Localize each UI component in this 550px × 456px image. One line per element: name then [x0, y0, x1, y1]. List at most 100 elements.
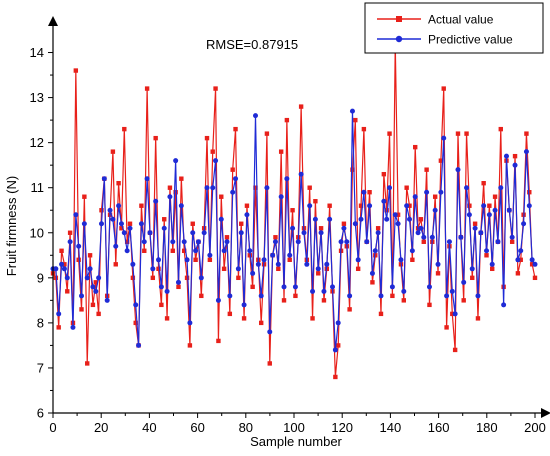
x-tick-label: 160 [428, 420, 450, 435]
data-point [208, 258, 212, 262]
data-point [453, 311, 458, 316]
data-point [228, 312, 232, 316]
data-point [410, 248, 415, 253]
data-point [456, 131, 460, 135]
data-point [53, 266, 58, 271]
data-point [484, 253, 488, 257]
data-point [276, 262, 281, 267]
data-point [433, 195, 437, 199]
data-point [76, 258, 80, 262]
data-point [319, 226, 323, 230]
data-point [222, 267, 226, 271]
data-point [347, 307, 351, 311]
data-point [179, 203, 184, 208]
data-point [384, 217, 389, 222]
y-tick-label: 13 [30, 90, 44, 105]
data-point [418, 226, 423, 231]
plot-area [51, 41, 538, 379]
data-point [139, 221, 144, 226]
data-point [362, 127, 366, 131]
data-point [196, 239, 201, 244]
data-point [279, 149, 283, 153]
data-point [313, 199, 317, 203]
data-point [470, 266, 475, 271]
data-point [73, 212, 78, 217]
data-point [276, 267, 280, 271]
data-point [227, 293, 232, 298]
y-tick-label: 9 [37, 270, 44, 285]
data-point [424, 167, 428, 171]
data-point [296, 239, 301, 244]
data-point [416, 230, 421, 235]
data-point [91, 303, 95, 307]
data-point [450, 289, 455, 294]
data-point [319, 230, 324, 235]
y-tick-label: 7 [37, 360, 44, 375]
data-point [441, 136, 446, 141]
data-point [364, 239, 369, 244]
data-point [327, 204, 331, 208]
data-point [116, 203, 121, 208]
data-point [370, 271, 375, 276]
data-point [264, 185, 269, 190]
data-point [336, 343, 340, 347]
data-point [216, 339, 220, 343]
x-tick-label: 60 [190, 420, 204, 435]
data-point [367, 203, 372, 208]
data-point [350, 109, 355, 114]
data-point [205, 136, 209, 140]
data-point [473, 226, 478, 231]
x-axis-arrow [541, 408, 550, 418]
data-point [299, 104, 303, 108]
data-point [225, 235, 229, 239]
data-point [387, 185, 392, 190]
legend-marker [396, 36, 402, 42]
data-point [162, 226, 167, 231]
data-point [150, 266, 155, 271]
data-point [230, 167, 234, 171]
data-point [56, 311, 61, 316]
data-point [90, 284, 95, 289]
data-point [339, 239, 344, 244]
data-point [187, 320, 192, 325]
data-point [82, 195, 86, 199]
data-point [533, 276, 537, 280]
data-point [313, 217, 318, 222]
data-point [316, 266, 321, 271]
data-point [527, 203, 532, 208]
data-point [293, 294, 297, 298]
data-point [324, 262, 329, 267]
data-point [79, 293, 84, 298]
y-tick-label: 8 [37, 315, 44, 330]
data-point [490, 267, 494, 271]
data-point [171, 249, 175, 253]
data-point [247, 248, 252, 253]
data-point [59, 249, 63, 253]
data-point [250, 285, 254, 289]
data-point [147, 230, 152, 235]
data-point [382, 172, 386, 176]
data-point [202, 230, 207, 235]
data-point [182, 239, 187, 244]
data-point [356, 267, 360, 271]
data-point [370, 280, 374, 284]
data-point [236, 276, 240, 280]
data-point [367, 190, 371, 194]
data-point [464, 185, 469, 190]
data-point [396, 221, 401, 226]
data-point [481, 181, 485, 185]
data-point [301, 230, 306, 235]
data-point [438, 190, 443, 195]
data-point [151, 276, 155, 280]
data-point [125, 248, 130, 253]
x-tick-label: 200 [524, 420, 546, 435]
data-point [139, 204, 143, 208]
data-point [288, 258, 292, 262]
data-point [219, 217, 224, 222]
legend-label: Actual value [428, 13, 494, 27]
data-point [285, 118, 289, 122]
data-point [119, 221, 124, 226]
data-point [461, 280, 466, 285]
data-point [476, 316, 480, 320]
data-point [145, 86, 149, 90]
